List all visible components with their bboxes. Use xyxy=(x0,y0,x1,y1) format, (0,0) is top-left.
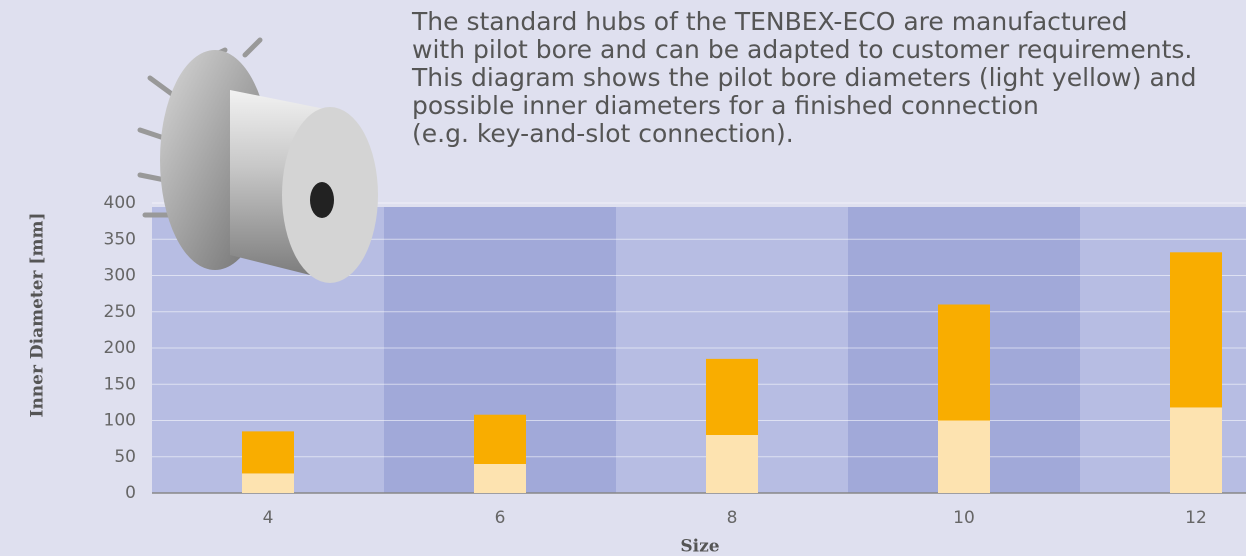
y-tick-label: 0 xyxy=(125,483,136,503)
description-line: with pilot bore and can be adapted to cu… xyxy=(412,35,1193,64)
bar-segment xyxy=(706,435,758,493)
description-line: (e.g. key-and-slot connection). xyxy=(412,119,794,148)
description: The standard hubs of the TENBEX-ECO are … xyxy=(412,8,1242,148)
bar-segment xyxy=(242,473,294,493)
x-tick-label: 4 xyxy=(263,508,274,528)
description-line: possible inner diameters for a finished … xyxy=(412,91,1039,120)
bar-segment xyxy=(474,464,526,493)
bar-segment xyxy=(706,358,758,435)
y-tick-label: 100 xyxy=(104,411,136,431)
x-tick-label: 6 xyxy=(495,508,506,528)
y-tick-label: 400 xyxy=(104,193,136,213)
bar-segment xyxy=(1170,407,1222,493)
y-axis-label: Inner Diameter [mm] xyxy=(28,213,48,418)
y-tick-label: 150 xyxy=(104,374,136,394)
bar-segment xyxy=(242,431,294,474)
description-line: The standard hubs of the TENBEX-ECO are … xyxy=(412,7,1128,36)
y-tick-label: 200 xyxy=(104,338,136,358)
y-tick-label: 350 xyxy=(104,229,136,249)
x-tick-label: 12 xyxy=(1185,508,1207,528)
description-line: This diagram shows the pilot bore diamet… xyxy=(412,63,1197,92)
bar-segment xyxy=(938,420,990,493)
bar-segment xyxy=(474,414,526,464)
hub-image xyxy=(137,37,378,283)
y-tick-label: 50 xyxy=(114,447,136,467)
plot-area: 0 50 100 150 200 250 300 350 400 4 6 8 10 12 xyxy=(104,193,1246,528)
x-tick-label: 8 xyxy=(727,508,738,528)
x-tick-label: 10 xyxy=(953,508,975,528)
x-axis-label: Size xyxy=(680,537,719,556)
bar-segment xyxy=(938,304,990,421)
y-tick-label: 250 xyxy=(104,302,136,322)
bar-segment xyxy=(1170,252,1222,408)
y-tick-label: 300 xyxy=(104,266,136,286)
